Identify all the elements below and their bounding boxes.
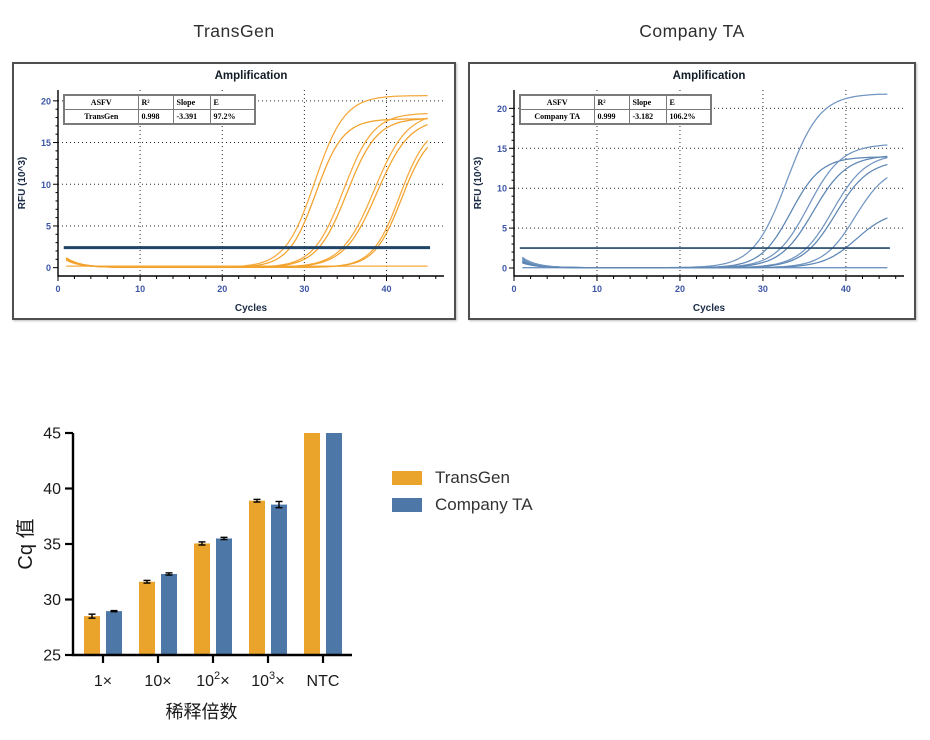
svg-text:20: 20 (497, 104, 507, 114)
stats-cell: 97.2% (209, 109, 256, 125)
svg-text:10: 10 (41, 180, 51, 190)
stats-cell: ASFV (519, 94, 595, 110)
stats-cell: R² (137, 94, 174, 110)
standard-curve-stats-table: ASFV R² Slope E TransGen 0.998 -3.391 97.2% (63, 94, 256, 125)
svg-text:40: 40 (43, 481, 61, 498)
stats-cell: R² (593, 94, 630, 110)
svg-text:30: 30 (758, 284, 768, 294)
stats-cell: ASFV (63, 94, 139, 110)
svg-text:Cycles: Cycles (235, 303, 268, 314)
panel-title-transgen: TransGen (193, 21, 275, 41)
stats-cell: 0.998 (137, 109, 174, 125)
svg-text:5: 5 (502, 224, 507, 234)
svg-text:10×: 10× (144, 673, 171, 690)
stats-cell: E (209, 94, 256, 110)
svg-text:15: 15 (497, 144, 507, 154)
svg-text:20: 20 (41, 96, 51, 106)
legend-item-transgen: TransGen (392, 464, 533, 491)
svg-text:0: 0 (46, 263, 51, 273)
svg-text:0: 0 (55, 284, 60, 294)
legend-item-company-ta: Company TA (392, 491, 533, 518)
svg-text:0: 0 (502, 264, 507, 274)
svg-text:20: 20 (675, 284, 685, 294)
svg-text:103×: 103× (251, 670, 285, 690)
stats-cell: 0.999 (593, 109, 630, 125)
svg-text:稀释倍数: 稀释倍数 (166, 702, 238, 722)
svg-text:10: 10 (135, 284, 145, 294)
stats-cell: TransGen (63, 109, 139, 125)
svg-text:40: 40 (382, 284, 392, 294)
svg-text:102×: 102× (196, 670, 230, 690)
svg-text:10: 10 (497, 184, 507, 194)
panel-title-company-ta: Company TA (639, 21, 745, 41)
svg-text:RFU (10^3): RFU (10^3) (473, 157, 484, 210)
svg-text:10: 10 (592, 284, 602, 294)
company-ta-color-swatch (392, 497, 422, 512)
legend-label-company-ta: Company TA (435, 494, 533, 514)
stats-cell: -3.182 (628, 109, 667, 125)
amplification-chart-transgen: 0 5 10 15 20 0 10 20 30 40 Amplification Cycles RFU … (17, 70, 444, 314)
svg-text:5: 5 (46, 221, 51, 231)
stats-cell: Slope (628, 94, 667, 110)
stats-cell: -3.391 (172, 109, 211, 125)
svg-text:RFU (10^3): RFU (10^3) (17, 157, 28, 210)
transgen-color-swatch (392, 470, 422, 485)
stats-cell: 106.2% (665, 109, 712, 125)
svg-text:Amplification: Amplification (673, 70, 746, 82)
svg-text:20: 20 (217, 284, 227, 294)
svg-text:NTC: NTC (307, 673, 340, 690)
svg-text:Cq 值: Cq 值 (16, 518, 37, 569)
stats-cell: E (665, 94, 712, 110)
amplification-panel-transgen: 0 5 10 15 20 0 10 20 30 40 Amplification Cycles RFU … (12, 62, 456, 320)
svg-text:15: 15 (41, 138, 51, 148)
svg-text:1×: 1× (94, 673, 112, 690)
svg-text:Cycles: Cycles (693, 303, 726, 314)
stats-cell: Company TA (519, 109, 595, 125)
svg-text:Amplification: Amplification (215, 70, 288, 82)
amplification-chart-company-ta: 0 5 10 15 20 0 10 20 30 40 Amplification Cycles RFU … (473, 70, 904, 314)
svg-text:35: 35 (43, 537, 61, 554)
svg-text:30: 30 (299, 284, 309, 294)
amplification-panel-company-ta: 0 5 10 15 20 0 10 20 30 40 Amplification Cycles RFU … (468, 62, 916, 320)
legend-label-transgen: TransGen (435, 467, 510, 487)
standard-curve-stats-table: ASFV R² Slope E Company TA 0.999 -3.182 106.2% (519, 94, 712, 125)
svg-text:40: 40 (841, 284, 851, 294)
svg-text:0: 0 (511, 284, 516, 294)
bar-chart-legend: TransGen Company TA (392, 464, 533, 518)
stats-cell: Slope (172, 94, 211, 110)
svg-text:25: 25 (43, 648, 61, 665)
svg-text:30: 30 (43, 592, 61, 609)
svg-text:45: 45 (43, 426, 61, 443)
